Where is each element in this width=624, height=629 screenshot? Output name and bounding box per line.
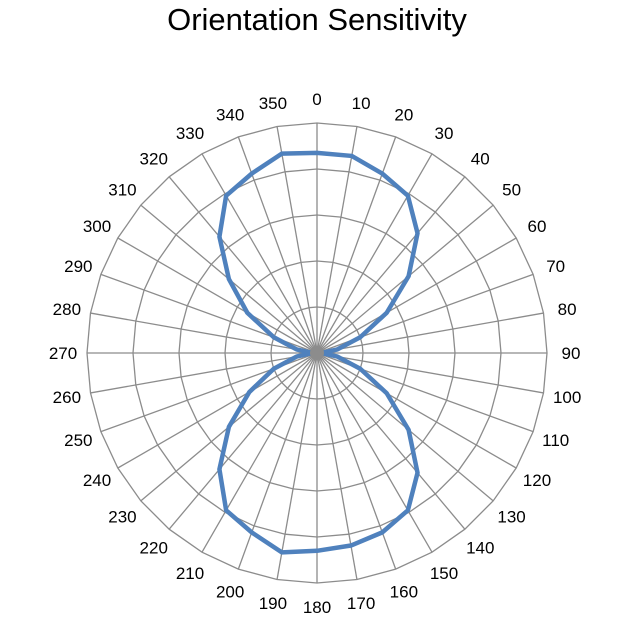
axis-label-190: 190 xyxy=(259,594,287,613)
axis-label-50: 50 xyxy=(502,181,521,200)
axis-label-110: 110 xyxy=(542,431,569,450)
grid-spoke xyxy=(90,312,318,354)
chart-title: Orientation Sensitivity xyxy=(167,2,467,37)
axis-label-30: 30 xyxy=(435,124,454,143)
axis-label-80: 80 xyxy=(558,300,577,319)
axis-label-120: 120 xyxy=(523,471,551,490)
axis-label-130: 130 xyxy=(497,507,525,526)
axis-label-310: 310 xyxy=(108,181,136,200)
grid-spoke xyxy=(316,126,358,354)
axis-label-10: 10 xyxy=(352,94,371,113)
axis-label-250: 250 xyxy=(64,431,92,450)
grid-spoke xyxy=(201,153,318,354)
center-hub xyxy=(310,346,324,360)
grid-spoke xyxy=(316,352,358,580)
grid-spoke xyxy=(316,312,544,354)
grid-spoke xyxy=(316,352,433,553)
axis-label-60: 60 xyxy=(528,217,547,236)
axis-label-100: 100 xyxy=(553,388,581,407)
axis-label-70: 70 xyxy=(546,257,565,276)
axis-label-350: 350 xyxy=(259,94,287,113)
axis-label-280: 280 xyxy=(53,300,81,319)
grid-spoke xyxy=(276,352,318,580)
axis-label-20: 20 xyxy=(394,105,413,124)
axis-label-150: 150 xyxy=(430,564,458,583)
axis-label-140: 140 xyxy=(466,539,494,558)
axis-label-230: 230 xyxy=(108,507,136,526)
grid-spoke xyxy=(316,352,517,469)
axis-label-320: 320 xyxy=(140,149,168,168)
axis-label-240: 240 xyxy=(83,471,111,490)
axis-label-330: 330 xyxy=(176,124,204,143)
axis-label-160: 160 xyxy=(390,583,418,602)
grid-spoke xyxy=(316,237,517,354)
axis-label-300: 300 xyxy=(83,217,111,236)
axis-label-180: 180 xyxy=(303,598,331,617)
grid-spoke xyxy=(316,352,466,530)
grid-spoke xyxy=(168,352,318,530)
axis-label-220: 220 xyxy=(140,539,168,558)
axis-label-200: 200 xyxy=(216,583,244,602)
grid-spoke xyxy=(276,126,318,354)
grid-spoke xyxy=(168,176,318,354)
axis-label-260: 260 xyxy=(53,388,81,407)
axis-label-0: 0 xyxy=(312,90,321,109)
axis-label-90: 90 xyxy=(562,344,581,363)
axis-label-270: 270 xyxy=(49,344,77,363)
axis-label-340: 340 xyxy=(216,105,244,124)
axis-label-170: 170 xyxy=(347,594,375,613)
grid-spoke xyxy=(90,352,318,394)
grid-spoke xyxy=(117,237,318,354)
axis-label-40: 40 xyxy=(471,149,490,168)
grid-spoke xyxy=(316,153,433,354)
grid-spoke xyxy=(117,352,318,469)
grid-spoke xyxy=(201,352,318,553)
grid-spoke xyxy=(316,352,544,394)
axis-label-210: 210 xyxy=(176,564,204,583)
axis-label-290: 290 xyxy=(64,257,92,276)
grid-spoke xyxy=(316,176,466,354)
